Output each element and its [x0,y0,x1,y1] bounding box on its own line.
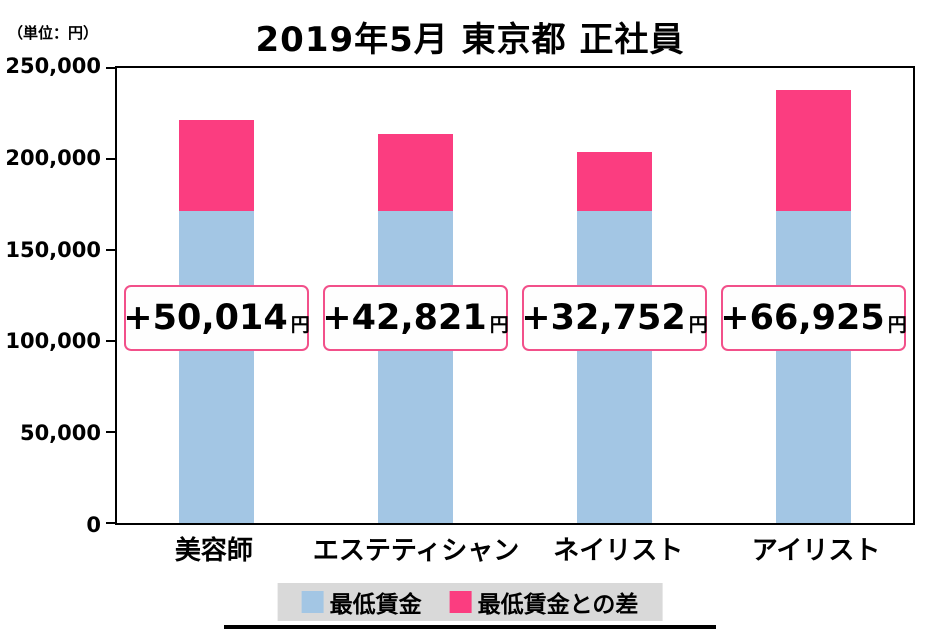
bars-container [117,68,913,523]
legend-item: 最低賃金 [301,585,422,619]
y-tick-mark [106,340,115,342]
legend-label: 最低賃金との差 [477,592,639,618]
x-axis-category-label: 美容師 [174,536,253,566]
y-axis: 0 50,000 100,000 150,000 200,000 250,000 [0,54,107,537]
bar-value-suffix: 円 [489,313,509,336]
y-tick-mark [106,522,115,524]
legend: 最低賃金 最低賃金との差 [277,583,663,621]
x-axis-labels: 美容師 エステティシャン ネイリスト アイリスト [115,530,915,567]
bar-segment-min-wage [576,211,653,523]
bar-value-label-box: +42,821 円 [322,285,509,352]
bar-segment-min-wage [775,211,852,523]
y-tick-mark [106,67,115,69]
stacked-bar [178,120,255,523]
x-axis-category-label: エステティシャン [312,536,520,566]
y-tick-label: 50,000 [19,421,101,446]
legend-swatch-icon [449,591,472,613]
bar-segment-difference [178,120,255,212]
bar-value-number: +66,925 [720,298,885,339]
bar-column [316,68,515,523]
legend-label: 最低賃金 [329,592,422,618]
bar-segment-min-wage [377,211,454,523]
bar-value-label-box: +50,014 円 [123,285,310,352]
bar-segment-difference [775,89,852,212]
y-tick-label: 200,000 [5,145,101,170]
y-tick-label: 0 [86,513,101,537]
y-tick-label: 150,000 [5,237,101,262]
bar-column [117,68,316,523]
y-tick-label: 100,000 [5,329,101,354]
y-tick-mark [106,158,115,160]
chart-title: 2019年5月 東京都 正社員 [255,20,685,60]
bar-segment-difference [576,151,653,212]
y-tick-mark [106,249,115,251]
stacked-bar [576,151,653,523]
bar-value-suffix: 円 [688,313,708,336]
bar-segment-difference [377,133,454,212]
legend-swatch-icon [301,591,324,613]
bar-value-suffix: 円 [887,313,907,336]
stacked-bar [377,133,454,524]
bar-value-label-box: +66,925 円 [720,285,907,352]
y-tick-label: 250,000 [5,54,101,78]
bar-value-label-box: +32,752 円 [521,285,708,352]
plot-area: +50,014 円 +42,821 円 +32,752 円 +66,925 円 [106,66,915,525]
unit-label: （単位：円） [8,24,99,42]
bar-value-number: +32,752 [521,298,686,339]
bar-column [714,68,913,523]
bar-segment-min-wage [178,211,255,523]
stacked-bar [775,89,852,523]
bar-value-number: +50,014 [123,298,288,339]
y-tick-mark [106,431,115,433]
legend-item: 最低賃金との差 [449,585,639,619]
legend-underline [224,625,716,629]
bar-value-number: +42,821 [322,298,487,339]
bar-value-suffix: 円 [290,313,310,336]
x-axis-category-label: アイリスト [751,536,881,566]
x-axis-category-label: ネイリスト [553,536,684,566]
bar-column [515,68,714,523]
